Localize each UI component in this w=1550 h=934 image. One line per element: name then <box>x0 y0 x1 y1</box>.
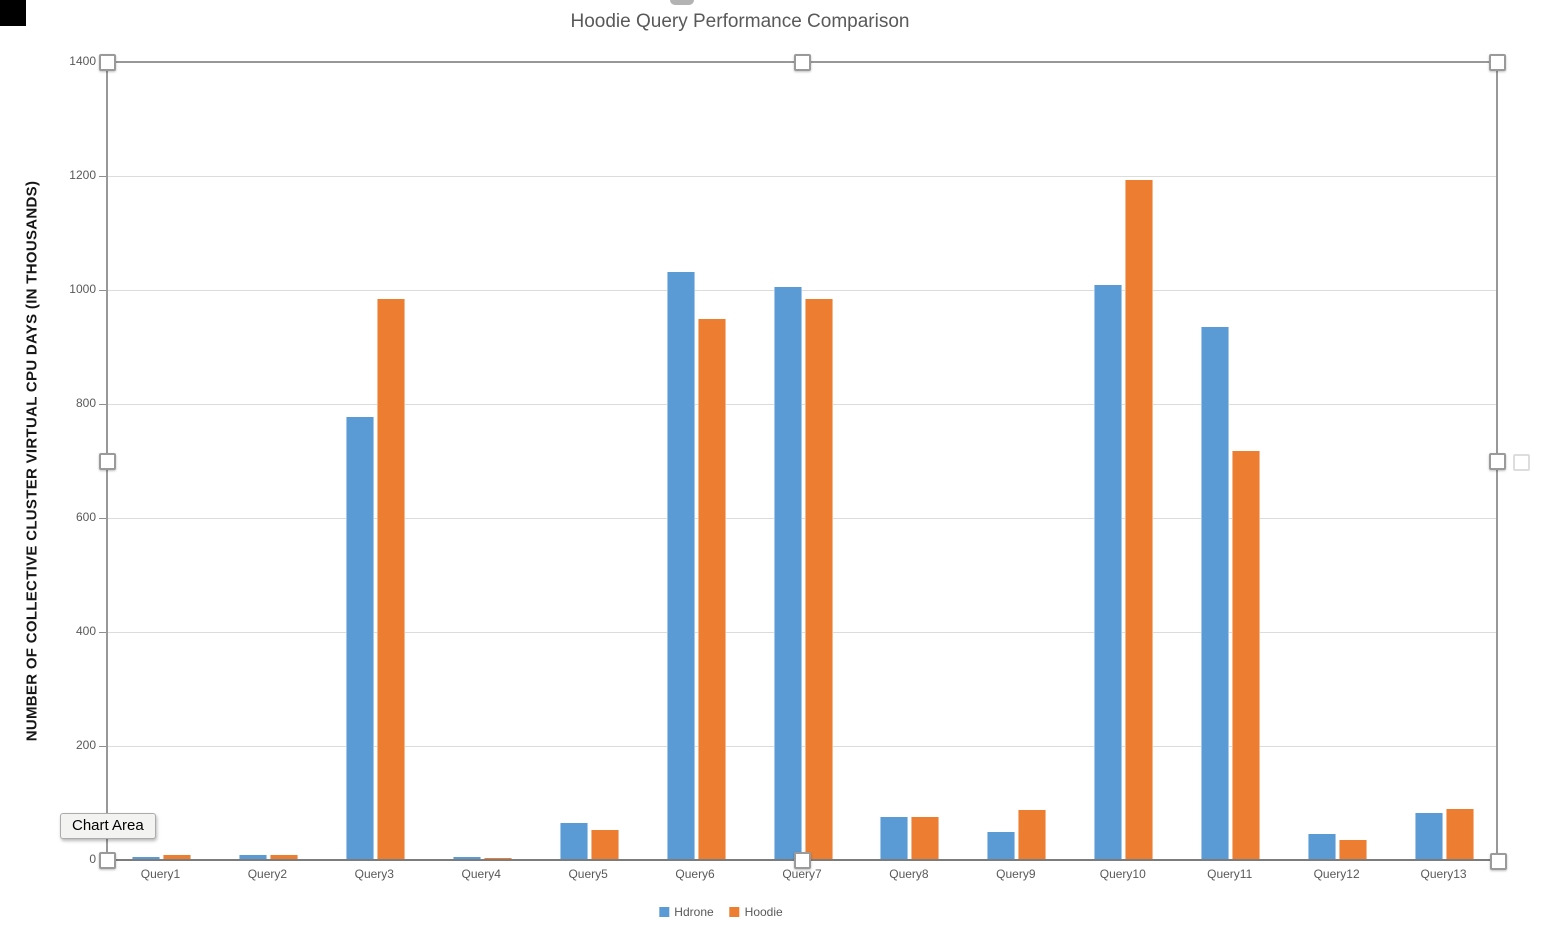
bar-hoodie-query4[interactable] <box>483 857 512 860</box>
legend-swatch-icon <box>659 907 670 917</box>
bar-hoodie-query2[interactable] <box>269 855 298 860</box>
selection-handle-middle-left[interactable] <box>99 453 116 470</box>
bar-hdrone-query12[interactable] <box>1308 834 1337 860</box>
x-category-label[interactable]: Query1 <box>140 867 181 881</box>
bar-hdrone-query10[interactable] <box>1094 284 1123 860</box>
bar-hoodie-query10[interactable] <box>1125 179 1154 860</box>
selection-handle-top-right[interactable] <box>1489 54 1506 71</box>
bar-hoodie-query9[interactable] <box>1018 809 1047 860</box>
bar-hdrone-query4[interactable] <box>452 857 481 860</box>
bar-hdrone-query13[interactable] <box>1415 813 1444 860</box>
x-category-label[interactable]: Query7 <box>782 867 822 881</box>
legend[interactable]: Hdrone Hoodie <box>659 905 783 919</box>
y-tick-label[interactable]: 400 <box>75 624 96 638</box>
x-category-label[interactable]: Query12 <box>1313 867 1360 881</box>
y-tick-label[interactable]: 1200 <box>69 168 96 182</box>
y-axis-title[interactable]: NUMBER OF COLLECTIVE CLUSTER VIRTUAL CPU… <box>23 180 41 742</box>
y-tick-label[interactable]: 1000 <box>69 282 96 296</box>
legend-item-hoodie[interactable]: Hoodie <box>729 905 783 919</box>
chart-title[interactable]: Hoodie Query Performance Comparison <box>570 11 910 32</box>
y-tick-mark <box>99 175 107 177</box>
bar-hoodie-query1[interactable] <box>162 855 191 860</box>
bar-hdrone-query1[interactable] <box>131 857 160 860</box>
legend-label: Hdrone <box>674 905 714 919</box>
x-category-label[interactable]: Query3 <box>354 867 394 881</box>
gridline <box>107 289 1497 291</box>
bar-hdrone-query2[interactable] <box>238 854 267 860</box>
x-category-label[interactable]: Query4 <box>461 867 501 881</box>
x-category-label[interactable]: Query9 <box>996 867 1036 881</box>
gridline <box>107 175 1497 177</box>
bar-hdrone-query8[interactable] <box>880 817 909 860</box>
y-tick-mark <box>99 289 107 291</box>
bar-hdrone-query9[interactable] <box>987 832 1016 860</box>
x-category-label[interactable]: Query2 <box>247 867 288 881</box>
bar-hdrone-query7[interactable] <box>773 287 802 860</box>
bar-hoodie-query12[interactable] <box>1339 840 1368 860</box>
bar-hoodie-query11[interactable] <box>1232 450 1261 860</box>
y-tick-label[interactable]: 1400 <box>69 54 96 68</box>
clipped-ui-artifact <box>670 0 694 5</box>
x-category-label[interactable]: Query6 <box>675 867 715 881</box>
gridline <box>107 517 1497 519</box>
y-tick-mark <box>99 631 107 633</box>
y-tick-label[interactable]: 600 <box>75 510 96 524</box>
gridline <box>107 403 1497 405</box>
bar-hdrone-query11[interactable] <box>1201 327 1230 860</box>
selection-handle-middle-right[interactable] <box>1489 453 1506 470</box>
bar-hoodie-query3[interactable] <box>376 298 405 860</box>
bar-hdrone-query5[interactable] <box>559 822 588 860</box>
y-tick-mark <box>99 403 107 405</box>
x-category-label[interactable]: Query10 <box>1099 867 1146 881</box>
bar-hoodie-query13[interactable] <box>1446 809 1475 860</box>
bar-hdrone-query6[interactable] <box>666 272 695 860</box>
legend-label: Hoodie <box>744 905 783 919</box>
x-category-label[interactable]: Query13 <box>1420 867 1467 881</box>
y-tick-label[interactable]: 800 <box>75 396 96 410</box>
bar-hoodie-query6[interactable] <box>697 318 726 860</box>
selection-handle-top-center[interactable] <box>794 54 811 71</box>
bar-hoodie-query8[interactable] <box>911 817 940 860</box>
selection-handle-bottom-center[interactable] <box>794 852 811 869</box>
legend-item-hdrone[interactable]: Hdrone <box>659 905 714 919</box>
x-category-label[interactable]: Query5 <box>568 867 608 881</box>
outer-frame-handle[interactable] <box>1513 454 1530 471</box>
bar-hdrone-query3[interactable] <box>345 417 374 860</box>
y-tick-mark <box>99 517 107 519</box>
y-tick-mark <box>99 745 107 747</box>
screenshot-corner-artifact <box>0 0 26 26</box>
bar-hoodie-query7[interactable] <box>804 298 833 860</box>
x-category-label[interactable]: Query11 <box>1207 867 1253 881</box>
bar-hoodie-query5[interactable] <box>590 829 619 860</box>
gridline <box>107 631 1497 633</box>
gridline <box>107 745 1497 747</box>
selection-handle-bottom-right[interactable] <box>1490 853 1507 870</box>
x-category-label[interactable]: Query8 <box>889 867 929 881</box>
selection-handle-top-left[interactable] <box>99 54 116 71</box>
legend-swatch-icon <box>729 907 740 917</box>
selection-handle-bottom-left[interactable] <box>99 852 116 869</box>
chart-area-tooltip: Chart Area <box>60 813 156 839</box>
y-tick-label[interactable]: 200 <box>75 738 96 752</box>
y-tick-label[interactable]: 0 <box>89 852 96 866</box>
